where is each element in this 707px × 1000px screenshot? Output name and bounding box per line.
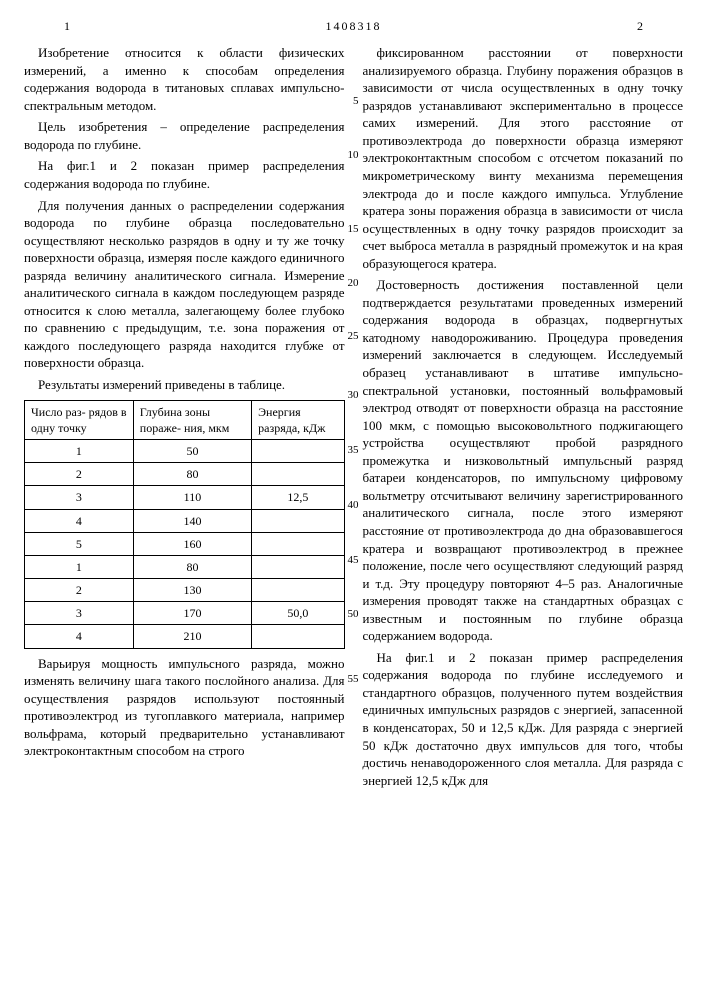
line-number-marker: 10	[348, 148, 359, 163]
table-cell: 170	[133, 602, 251, 625]
left-column: Изобретение относится к области физическ…	[24, 44, 345, 793]
table-cell: 1	[25, 555, 134, 578]
table-cell: 5	[25, 532, 134, 555]
table-cell: 110	[133, 486, 251, 509]
table-cell: 80	[133, 463, 251, 486]
page-number-right: 2	[637, 18, 643, 34]
measurements-table: Число раз- рядов в одну точку Глубина зо…	[24, 400, 345, 649]
line-number-marker: 45	[348, 553, 359, 568]
table-cell: 4	[25, 509, 134, 532]
table-cell: 2	[25, 579, 134, 602]
table-cell: 2	[25, 463, 134, 486]
page-header: 1 1408318 2	[24, 18, 683, 34]
table-cell: 12,5	[252, 486, 344, 509]
paragraph: Варьируя мощность импульсного разряда, м…	[24, 655, 345, 760]
table-header: Число раз- рядов в одну точку	[25, 400, 134, 439]
table-cell	[252, 463, 344, 486]
line-number-marker: 20	[348, 276, 359, 291]
table-cell: 3	[25, 486, 134, 509]
paragraph: Результаты измерений приведены в таблице…	[24, 376, 345, 394]
two-column-layout: Изобретение относится к области физическ…	[24, 44, 683, 793]
table-cell	[252, 439, 344, 462]
table-cell: 130	[133, 579, 251, 602]
table-cell	[252, 509, 344, 532]
paragraph: На фиг.1 и 2 показан пример распределени…	[363, 649, 684, 789]
table-cell: 160	[133, 532, 251, 555]
table-cell: 50,0	[252, 602, 344, 625]
right-column: фиксированном расстоянии от поверхности …	[363, 44, 684, 793]
paragraph: фиксированном расстоянии от поверхности …	[363, 44, 684, 272]
paragraph: Цель изобретения – определение распредел…	[24, 118, 345, 153]
paragraph: Изобретение относится к области физическ…	[24, 44, 345, 114]
table-cell	[252, 532, 344, 555]
table-cell: 80	[133, 555, 251, 578]
line-number-marker: 35	[348, 443, 359, 458]
patent-number: 1408318	[70, 18, 637, 34]
paragraph: Достоверность достижения поставленной це…	[363, 276, 684, 644]
table-cell	[252, 555, 344, 578]
table-cell: 3	[25, 602, 134, 625]
table-header: Глубина зоны пораже- ния, мкм	[133, 400, 251, 439]
table-cell: 210	[133, 625, 251, 648]
table-cell: 1	[25, 439, 134, 462]
table-cell: 4	[25, 625, 134, 648]
table-header: Энергия разряда, кДж	[252, 400, 344, 439]
table-cell: 140	[133, 509, 251, 532]
table-cell	[252, 625, 344, 648]
line-number-marker: 5	[353, 94, 359, 109]
table-cell	[252, 579, 344, 602]
line-number-marker: 30	[348, 388, 359, 403]
line-number-marker: 15	[348, 222, 359, 237]
line-number-marker: 55	[348, 672, 359, 687]
line-number-marker: 40	[348, 498, 359, 513]
line-number-marker: 50	[348, 607, 359, 622]
paragraph: На фиг.1 и 2 показан пример распределени…	[24, 157, 345, 192]
table-cell: 50	[133, 439, 251, 462]
line-number-marker: 25	[348, 329, 359, 344]
paragraph: Для получения данных о распределении сод…	[24, 197, 345, 372]
